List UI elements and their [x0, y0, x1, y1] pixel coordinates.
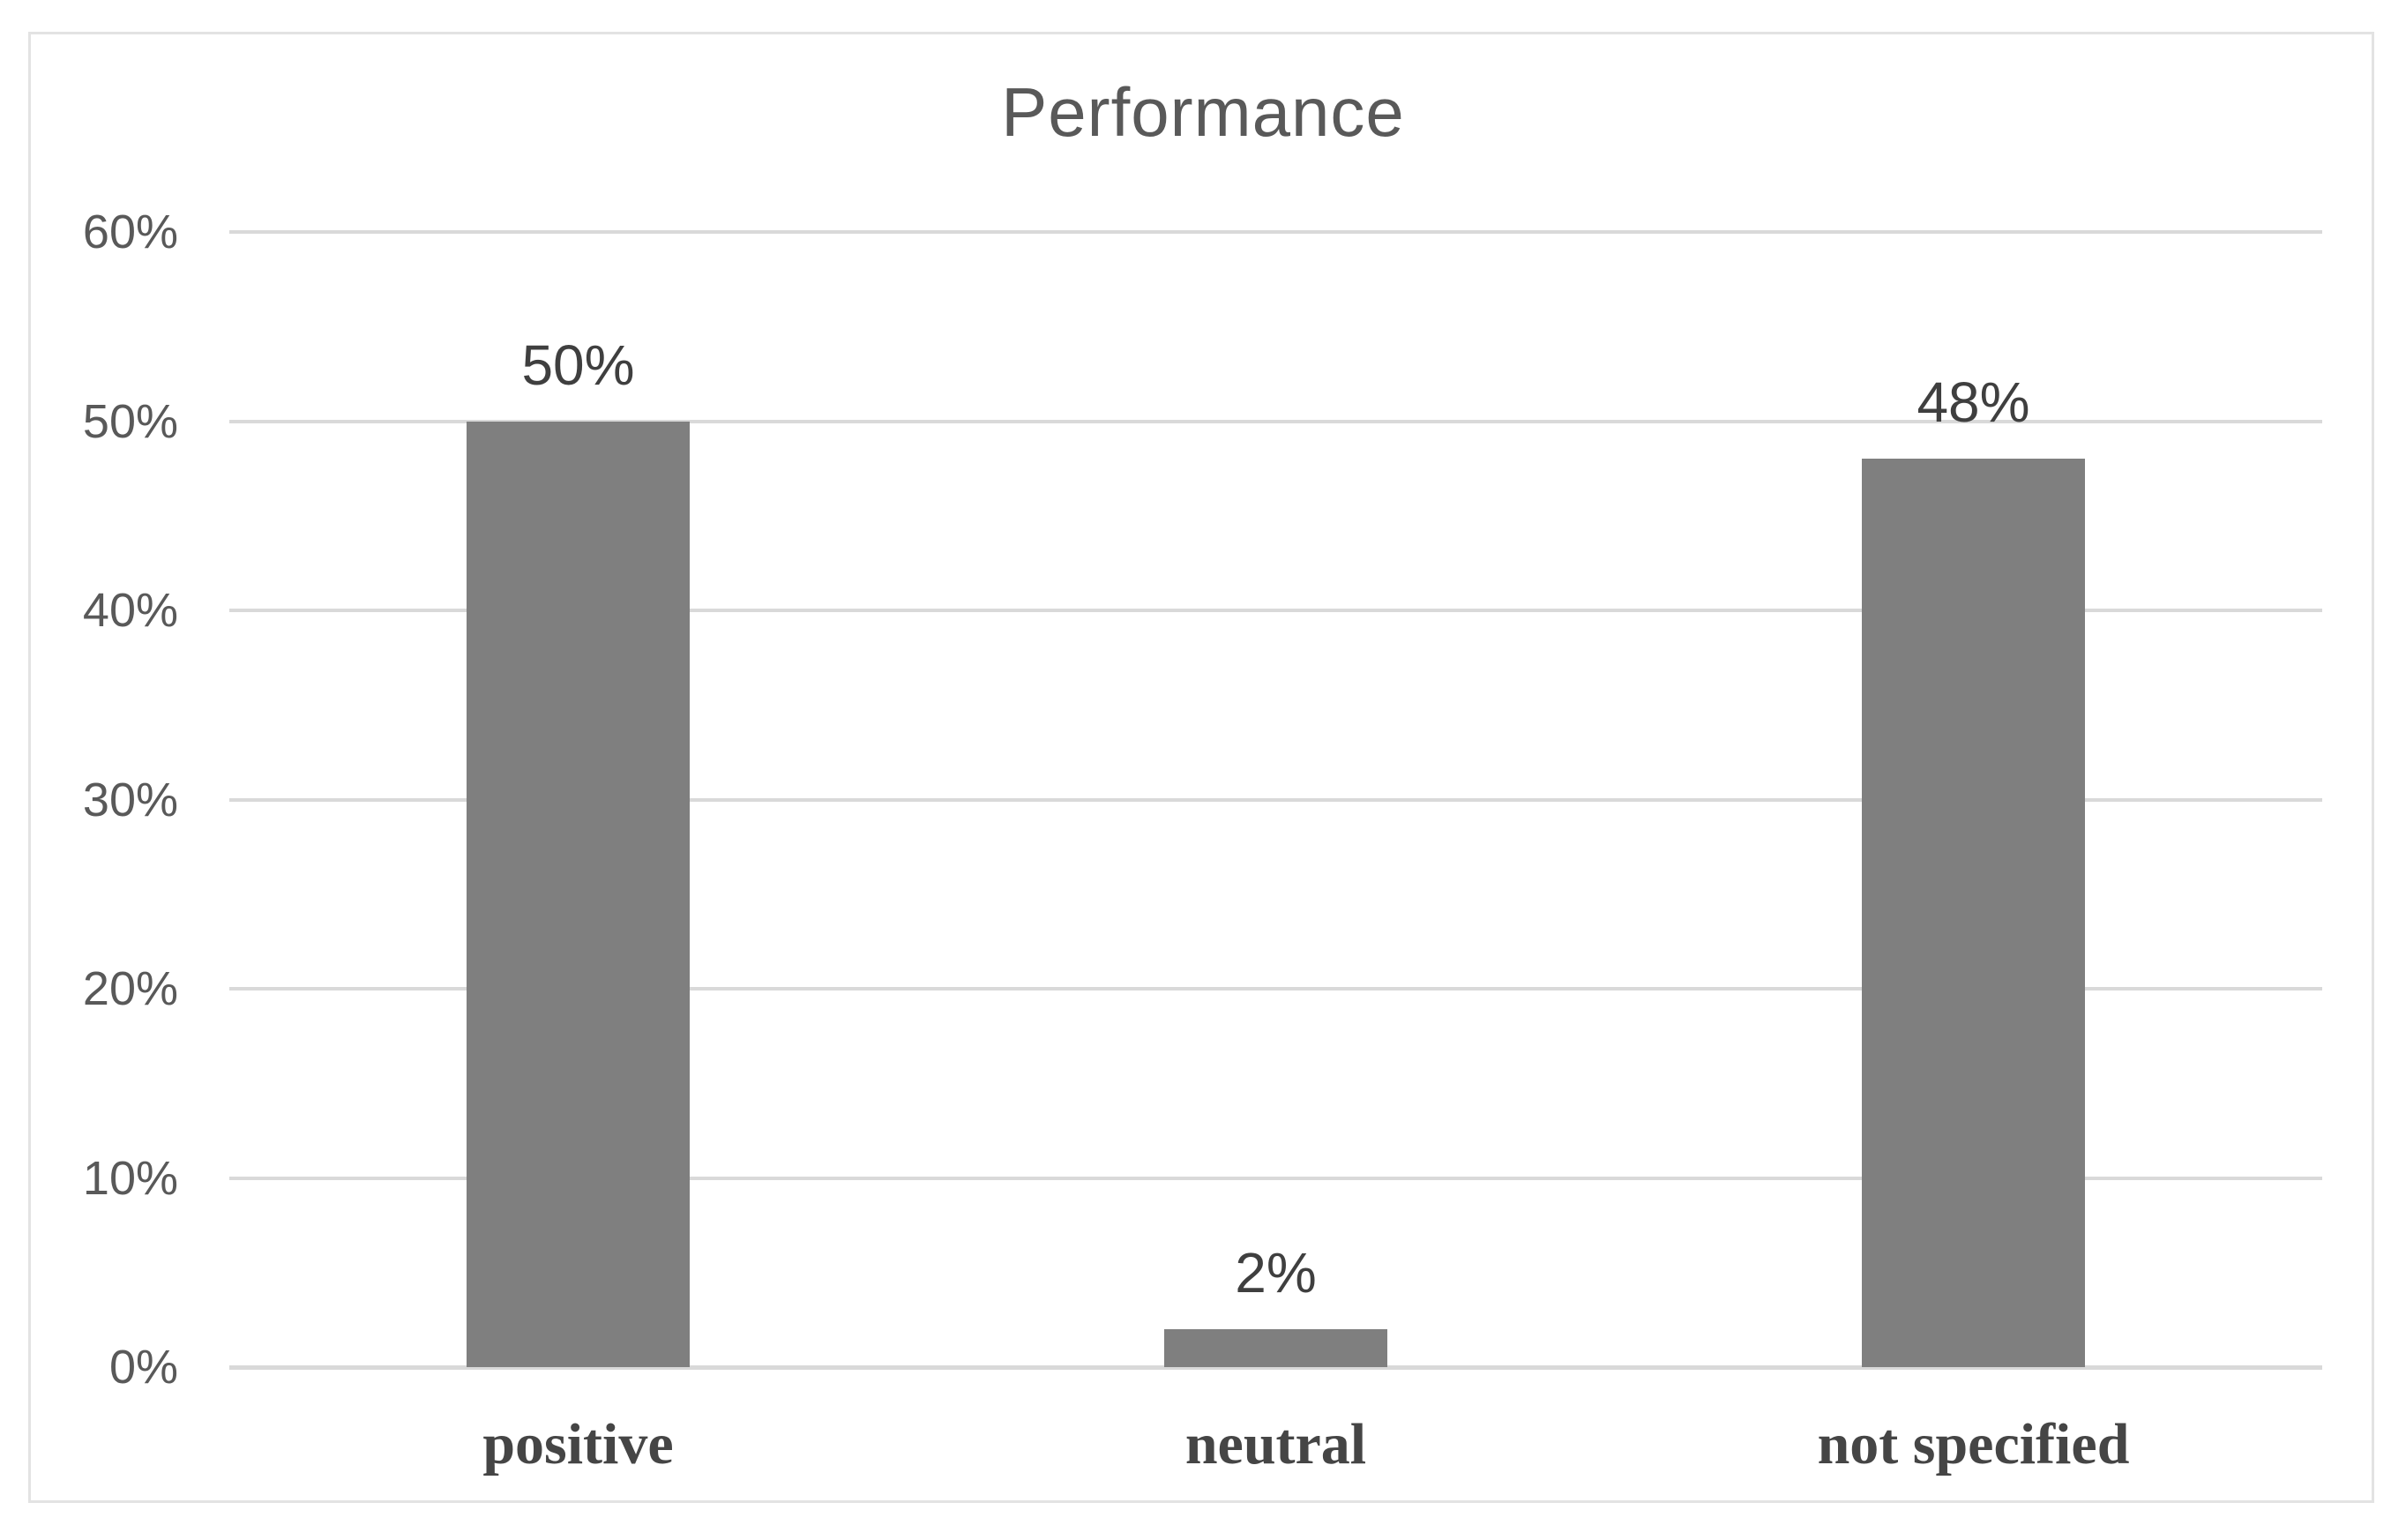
category-label-positive: positive — [482, 1412, 674, 1476]
data-label-neutral: 2% — [1235, 1241, 1317, 1305]
gridline-20 — [229, 987, 2322, 991]
y-tick-label-50: 50% — [82, 394, 178, 448]
x-axis: positive neutral not specified — [229, 1405, 2322, 1493]
plot-area: 50% 2% 48% — [229, 230, 2322, 1370]
data-label-not-specified: 48% — [1917, 370, 2030, 435]
bar-not-specified — [1862, 459, 2085, 1367]
bar-positive — [467, 421, 690, 1367]
data-label-positive: 50% — [521, 333, 635, 397]
gridline-10 — [229, 1176, 2322, 1180]
y-tick-label-0: 0% — [108, 1341, 178, 1394]
y-tick-label-60: 60% — [82, 206, 178, 258]
category-label-neutral: neutral — [1184, 1412, 1367, 1476]
gridline-60 — [229, 230, 2322, 234]
y-tick-label-20: 20% — [82, 962, 178, 1015]
y-axis: 0% 10% 20% 30% 40% 50% 60% — [0, 206, 178, 1394]
gridline-50 — [229, 419, 2322, 423]
bar-neutral — [1164, 1329, 1387, 1367]
y-tick-label-10: 10% — [82, 1151, 178, 1205]
chart-title: Performance — [1001, 73, 1405, 151]
gridline-30 — [229, 797, 2322, 802]
y-tick-label-40: 40% — [82, 584, 178, 637]
y-tick-label-30: 30% — [82, 773, 178, 826]
category-label-not-specified: not specified — [1817, 1412, 2130, 1476]
x-axis-line — [229, 1365, 2322, 1370]
gridline-40 — [229, 609, 2322, 612]
